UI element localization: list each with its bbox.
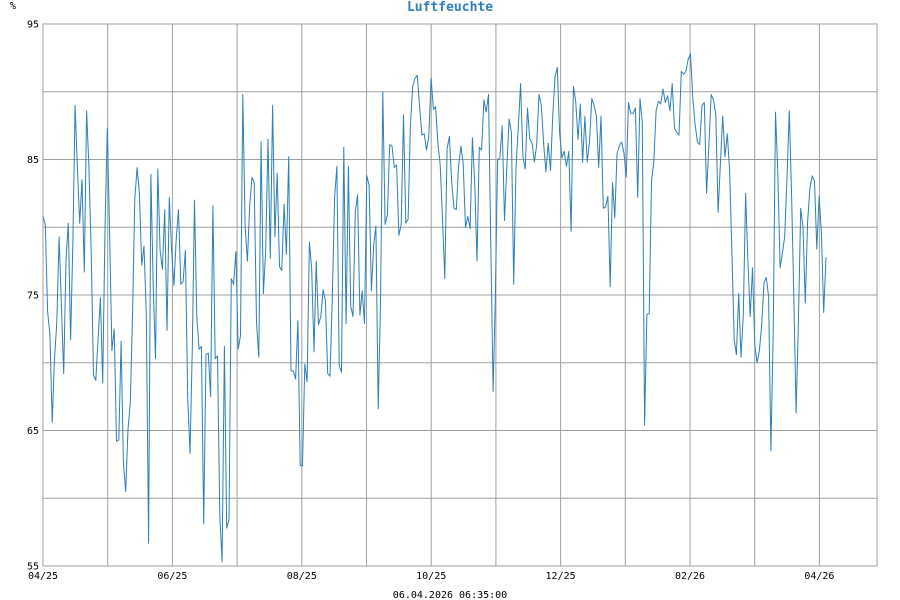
y-tick-labels: 95 85 75 65 55 xyxy=(27,20,39,573)
x-tick-label: 04/25 xyxy=(28,571,58,582)
y-tick-label: 95 xyxy=(27,20,39,31)
x-tick-label: 04/26 xyxy=(804,571,834,582)
x-tick-label: 06/25 xyxy=(157,571,187,582)
x-tick-label: 08/25 xyxy=(287,571,317,582)
x-tick-label: 02/26 xyxy=(675,571,705,582)
y-tick-label: 65 xyxy=(27,426,39,437)
x-tick-label: 10/25 xyxy=(416,571,446,582)
y-axis-unit: % xyxy=(10,1,16,12)
y-tick-label: 85 xyxy=(27,155,39,166)
chart-title: Luftfeuchte xyxy=(407,0,493,15)
plot-frame xyxy=(42,23,878,567)
series-line-humidity xyxy=(42,53,827,563)
x-tick-labels: 04/25 06/25 08/25 10/25 12/25 02/26 04/26 xyxy=(28,571,835,582)
chart-timestamp: 06.04.2026 06:35:00 xyxy=(393,590,507,600)
x-tick-label: 12/25 xyxy=(546,571,576,582)
data-points xyxy=(42,53,826,562)
grid xyxy=(43,24,877,566)
y-tick-label: 55 xyxy=(27,562,39,573)
y-tick-label: 75 xyxy=(27,291,39,302)
